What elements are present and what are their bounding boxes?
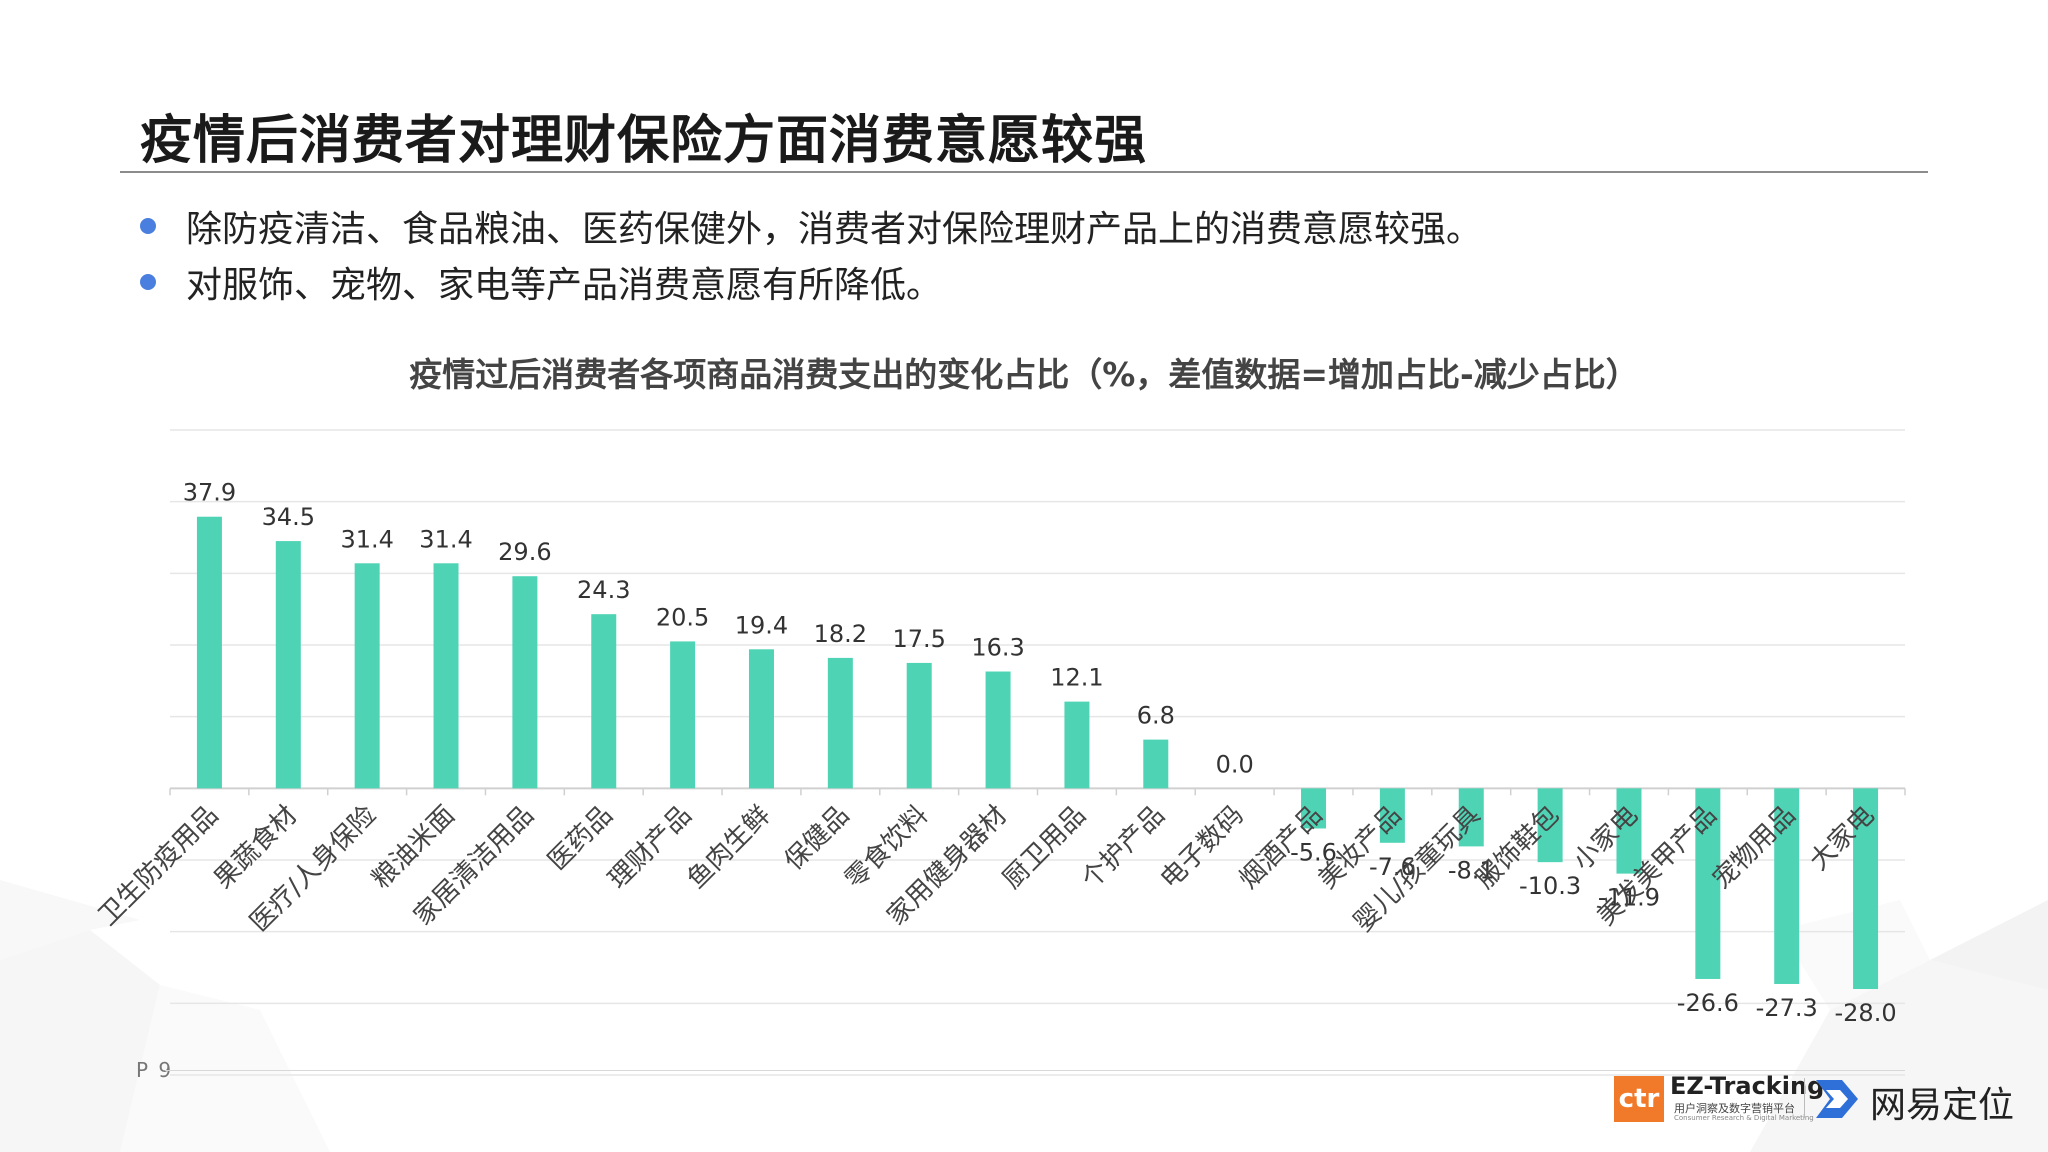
data-label: 37.9 xyxy=(183,479,236,507)
bar xyxy=(1853,788,1879,989)
footer-logos: ctr EZ-Tracking 用户洞察及数字营销平台 Consumer Res… xyxy=(1614,1070,2014,1126)
bar xyxy=(1064,701,1090,789)
data-label: 31.4 xyxy=(340,525,393,553)
data-label: 16.3 xyxy=(971,634,1024,662)
data-label: -10.3 xyxy=(1519,872,1581,900)
bar xyxy=(591,614,617,789)
data-label: 29.6 xyxy=(498,538,551,566)
bar xyxy=(512,576,538,789)
x-tick-label: 保健品 xyxy=(779,800,855,876)
bar xyxy=(196,516,222,789)
bullet-item: 对服饰、宠物、家电等产品消费意愿有所降低。 xyxy=(140,254,1482,310)
bar xyxy=(1537,788,1563,863)
chart-title: 疫情过后消费者各项商品消费支出的变化占比（%，差值数据=增加占比-减少占比） xyxy=(409,355,1639,394)
data-label: -5.6 xyxy=(1290,838,1337,866)
data-label: -26.6 xyxy=(1677,989,1739,1017)
data-label: 6.8 xyxy=(1137,702,1175,730)
x-tick-label: 鱼肉生鲜 xyxy=(682,800,777,895)
bar xyxy=(906,662,932,789)
bar xyxy=(1379,788,1405,843)
bar xyxy=(1301,788,1327,829)
bullet-text: 对服饰、宠物、家电等产品消费意愿有所降低。 xyxy=(186,265,943,306)
bar xyxy=(1774,788,1800,984)
x-tick-label: 医药品 xyxy=(542,800,618,876)
data-label: 24.3 xyxy=(577,576,630,604)
x-tick-label: 个护产品 xyxy=(1076,800,1171,895)
bar xyxy=(1458,788,1484,847)
bar xyxy=(433,563,459,789)
data-label: -28.0 xyxy=(1835,999,1897,1027)
bar xyxy=(275,541,301,789)
bar xyxy=(985,671,1011,789)
bullet-dot-icon xyxy=(140,218,156,234)
data-label: 20.5 xyxy=(656,603,709,631)
bar xyxy=(670,641,696,789)
netease-arrow-icon xyxy=(1816,1080,1858,1118)
data-label: 18.2 xyxy=(814,620,867,648)
data-label: -27.3 xyxy=(1756,994,1818,1022)
ez-tracking-logo-tagline: Consumer Research & Digital Marketing xyxy=(1674,1114,1814,1122)
bar xyxy=(748,649,774,789)
logo-separator xyxy=(1804,1078,1805,1118)
data-label: -7.6 xyxy=(1369,853,1416,881)
data-label: 34.5 xyxy=(262,503,315,531)
bar xyxy=(827,657,853,789)
x-tick-label: 电子数码 xyxy=(1155,800,1250,895)
ez-tracking-logo-subtitle: 用户洞察及数字营销平台 xyxy=(1674,1102,1795,1115)
data-label: 12.1 xyxy=(1050,664,1103,692)
x-tick-label: 理财产品 xyxy=(603,800,698,895)
bullet-dot-icon xyxy=(140,274,156,290)
data-label: -8.1 xyxy=(1448,856,1495,884)
ez-tracking-logo-title: EZ-Tracking xyxy=(1670,1072,1825,1100)
netease-logo-text: 网易定位 xyxy=(1870,1085,2015,1126)
data-label: 0.0 xyxy=(1216,750,1254,778)
bar xyxy=(354,563,380,789)
page-title: 疫情后消费者对理财保险方面消费意愿较强 xyxy=(140,111,1148,171)
footer-divider xyxy=(165,1070,1905,1071)
x-tick-label: 卫生防疫用品 xyxy=(93,800,225,932)
bar xyxy=(1143,739,1169,789)
bar xyxy=(1695,788,1721,979)
bar xyxy=(1616,788,1642,874)
ctr-logo: ctr xyxy=(1614,1076,1664,1122)
data-label: 17.5 xyxy=(892,625,945,653)
bullet-text: 除防疫清洁、食品粮油、医药保健外，消费者对保险理财产品上的消费意愿较强。 xyxy=(186,209,1483,250)
data-label: -11.9 xyxy=(1598,884,1660,912)
data-label: 31.4 xyxy=(419,525,472,553)
bullet-list: 除防疫清洁、食品粮油、医药保健外，消费者对保险理财产品上的消费意愿较强。 对服饰… xyxy=(140,198,1482,310)
title-divider xyxy=(120,171,1928,173)
x-tick-label: 厨卫用品 xyxy=(997,800,1092,895)
data-label: 19.4 xyxy=(735,611,788,639)
bullet-item: 除防疫清洁、食品粮油、医药保健外，消费者对保险理财产品上的消费意愿较强。 xyxy=(140,198,1482,254)
